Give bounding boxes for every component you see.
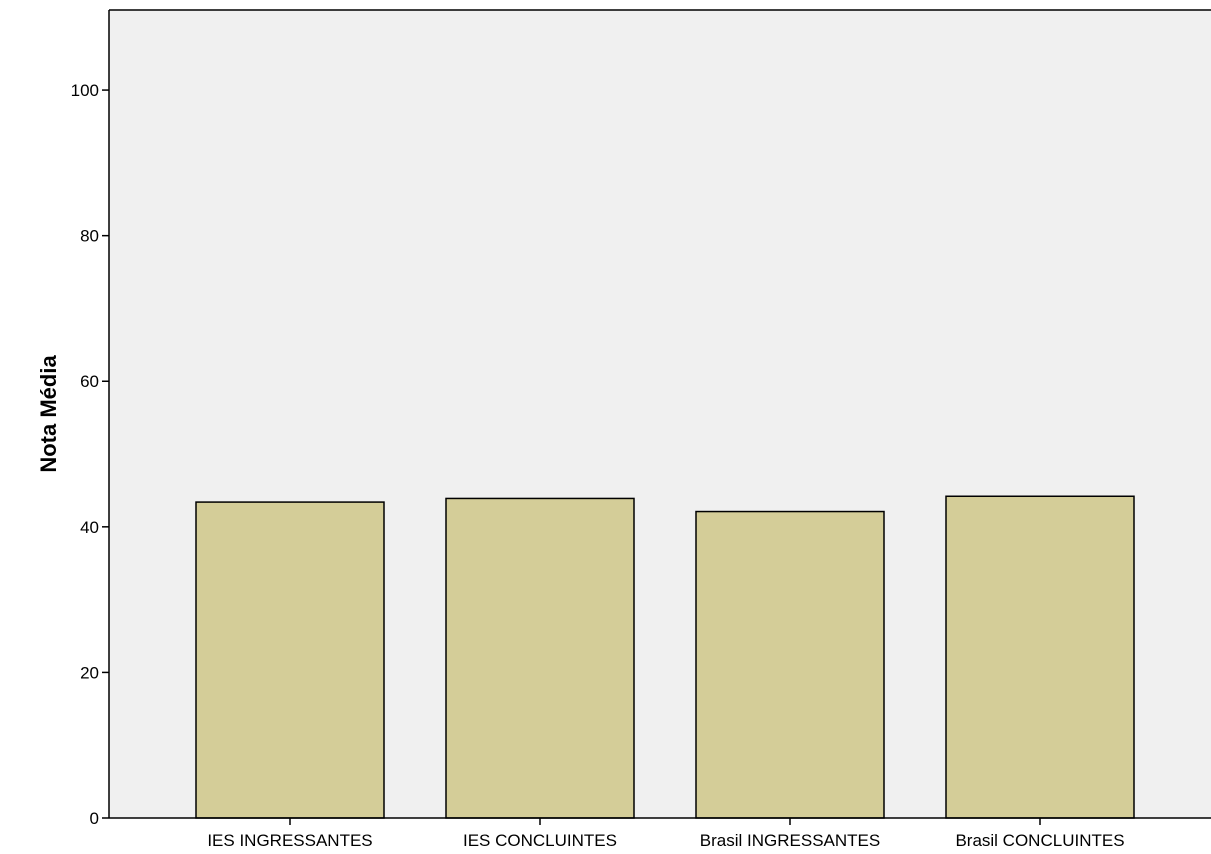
bar-3 (945, 495, 1135, 819)
y-tick-label-3: 60 (80, 372, 99, 391)
x-tick-label-0: IES INGRESSANTES (207, 831, 372, 850)
y-tick-label-0: 0 (90, 809, 99, 828)
x-tick-label-3: Brasil CONCLUINTES (955, 831, 1124, 850)
x-ticks-group: IES INGRESSANTES IES CONCLUINTES Brasil IN… (207, 818, 1125, 850)
y-tick-label-5: 100 (71, 81, 99, 100)
y-tick-label-2: 40 (80, 518, 99, 537)
bars-group (195, 495, 1135, 819)
x-tick-label-1: IES CONCLUINTES (463, 831, 617, 850)
y-axis-title: Nota Média (36, 355, 61, 473)
x-tick-label-2: Brasil INGRESSANTES (700, 831, 880, 850)
bar-1 (445, 497, 635, 819)
y-tick-label-4: 80 (80, 227, 99, 246)
bar-2 (695, 510, 885, 819)
bar-0 (195, 501, 385, 819)
y-tick-label-1: 20 (80, 663, 99, 682)
y-ticks-group: 0 20 40 60 80 100 (71, 81, 109, 828)
